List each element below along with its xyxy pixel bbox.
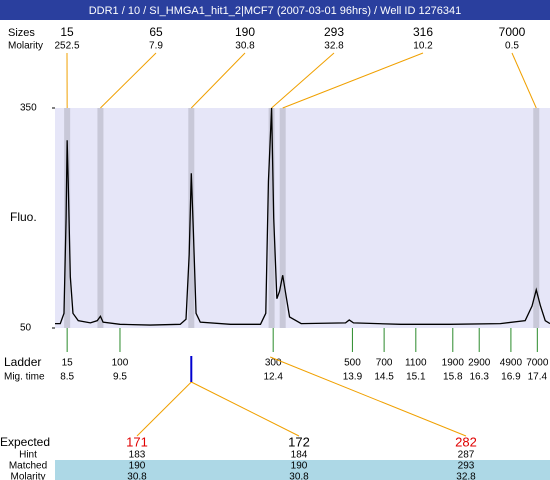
ladder-time: 14.5 [374,372,394,383]
ladder-time: 13.9 [343,372,363,383]
y-tick-label: 50 [20,323,32,334]
ladder-size: 7000 [526,358,549,369]
peak-molarity: 7.9 [149,41,163,52]
connector [136,381,192,437]
y-axis-label: Fluo. [10,210,37,224]
ladder-size: 1900 [442,358,465,369]
ladder-time: 16.3 [469,372,489,383]
plot-area [55,108,550,328]
mig-time-label: Mig. time [4,372,45,383]
ladder-time: 8.5 [60,372,74,383]
peak-band [97,108,104,328]
y-tick-label: 350 [20,103,37,114]
ladder-time: 16.9 [501,372,521,383]
peak-size: 316 [413,25,433,39]
peak-band [533,108,540,328]
peak-molarity: 10.2 [413,41,433,52]
peak-connector [100,52,157,109]
connector [269,356,467,437]
ladder-time: 12.4 [263,372,283,383]
peak-molarity: 0.5 [505,41,519,52]
peak-molarity: 252.5 [54,41,79,52]
peak-band [268,108,275,328]
ladder-size: 700 [376,358,393,369]
matched-row-bg [55,460,550,480]
sizes-label: Sizes [8,27,35,39]
peak-connector [511,52,537,109]
matched-value: 293 [458,461,475,472]
ladder-label: Ladder [4,355,41,369]
row-label: Molarity [10,472,45,480]
molarity-label: Molarity [8,41,43,52]
peak-size: 15 [60,25,74,39]
ladder-size: 1100 [405,358,427,369]
chart-title: DDR1 / 10 / SI_HMGA1_hit1_2|MCF7 (2007-0… [89,5,462,17]
peak-size: 190 [235,25,255,39]
expected-value: 172 [288,434,310,449]
expected-value: 171 [126,434,148,449]
ladder-time: 15.8 [443,372,463,383]
ladder-size: 4900 [500,358,523,369]
peak-connector [190,52,246,109]
ladder-time: 9.5 [113,372,127,383]
peak-band [188,108,195,328]
connector [191,381,300,437]
ladder-time: 15.1 [406,372,426,383]
title-bar [0,0,550,20]
peak-size: 7000 [499,25,526,39]
ladder-size: 500 [344,358,361,369]
peak-band [279,108,286,328]
ladder-time: 17.4 [528,372,548,383]
molarity-value: 30.8 [127,472,147,480]
hint-value: 183 [129,450,146,461]
row-label: Matched [9,461,47,472]
hint-value: 287 [458,450,475,461]
peak-band [64,108,71,328]
peak-connector [271,52,335,109]
ladder-size: 100 [112,358,129,369]
row-label: Hint [19,450,37,461]
hint-value: 184 [291,450,308,461]
peak-molarity: 32.8 [324,41,344,52]
molarity-value: 32.8 [456,472,476,480]
matched-value: 190 [129,461,146,472]
molarity-value: 30.8 [289,472,309,480]
peak-size: 293 [324,25,344,39]
trace [55,107,550,326]
ladder-size: 300 [265,358,282,369]
expected-value: 282 [455,434,477,449]
peak-size: 65 [149,25,163,39]
row-label: Expected [0,435,50,449]
peak-connector [282,52,424,109]
ladder-size: 15 [62,358,74,369]
peak-molarity: 30.8 [235,41,255,52]
ladder-size: 2900 [468,358,491,369]
matched-value: 190 [291,461,308,472]
